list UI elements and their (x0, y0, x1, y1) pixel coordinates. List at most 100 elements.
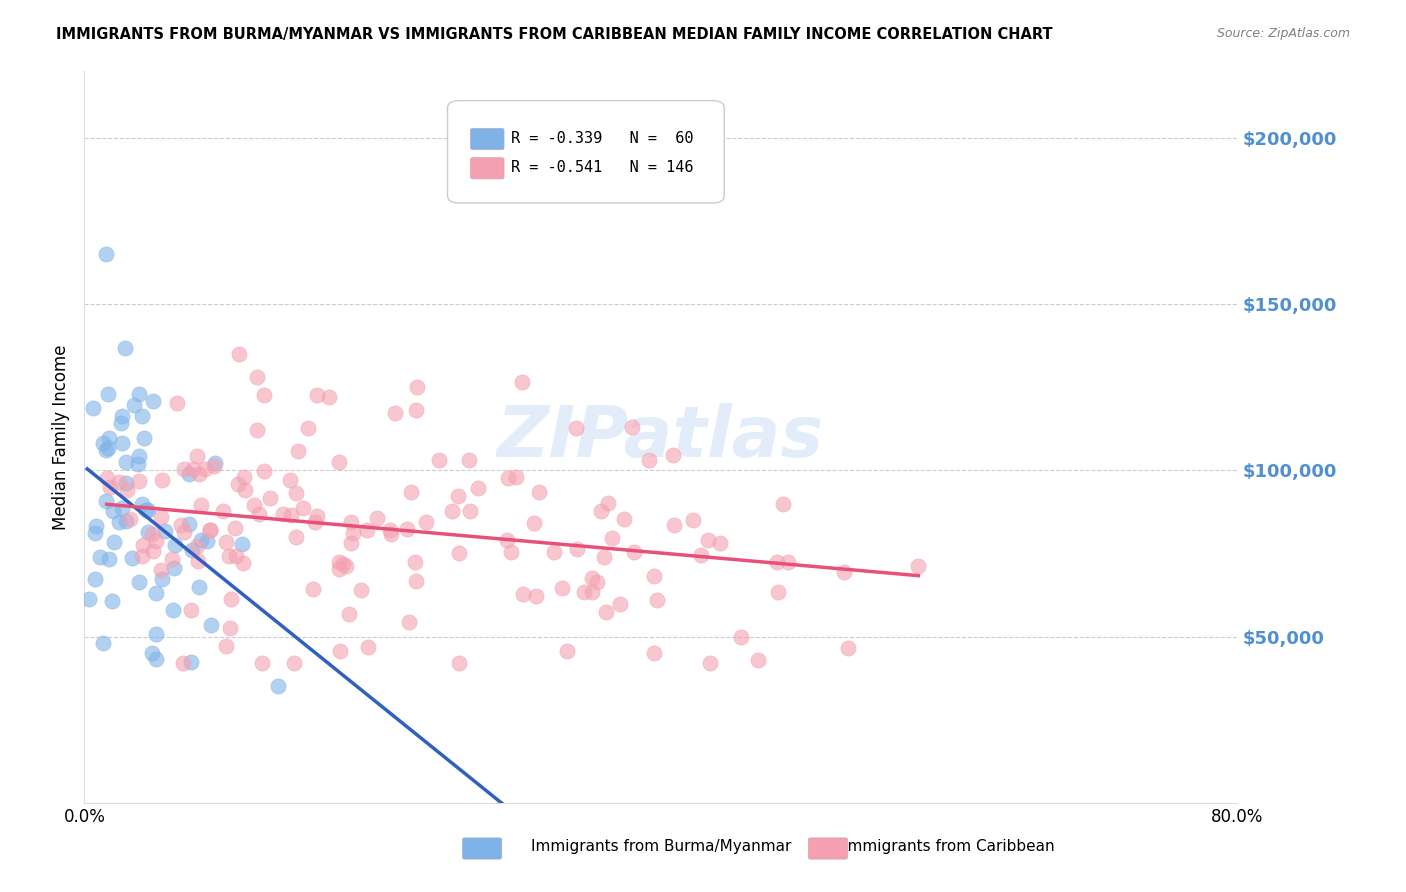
Immigrants from Caribbean (551, 582, 574, 596)
Immigrants from Caribbean (186, 554, 208, 568)
Immigrants from Burma/Myanmar (115, 475, 138, 490)
Immigrants from Caribbean (98, 480, 121, 494)
Immigrants from Caribbean (643, 646, 665, 660)
Immigrants from Caribbean (284, 486, 307, 500)
Immigrants from Caribbean (449, 546, 471, 560)
Immigrants from Caribbean (498, 471, 520, 485)
Immigrants from Caribbean (271, 507, 294, 521)
Immigrants from Caribbean (228, 347, 250, 361)
Immigrants from Caribbean (108, 475, 131, 490)
Text: ZIPatlas: ZIPatlas (498, 402, 824, 472)
Immigrants from Burma/Myanmar (110, 417, 132, 431)
Immigrants from Caribbean (505, 470, 527, 484)
Immigrants from Caribbean (595, 605, 617, 619)
Immigrants from Caribbean (253, 464, 276, 478)
Immigrants from Burma/Myanmar (177, 517, 200, 532)
Immigrants from Caribbean (226, 477, 249, 491)
FancyBboxPatch shape (471, 128, 503, 150)
Immigrants from Caribbean (405, 380, 427, 394)
Immigrants from Caribbean (405, 403, 427, 417)
Immigrants from Caribbean (215, 639, 238, 653)
Immigrants from Caribbean (637, 452, 659, 467)
Immigrants from Caribbean (662, 517, 685, 532)
Immigrants from Caribbean (225, 549, 247, 563)
Immigrants from Caribbean (585, 574, 607, 589)
Immigrants from Caribbean (613, 512, 636, 526)
Immigrants from Burma/Myanmar (180, 656, 202, 670)
Immigrants from Burma/Myanmar (136, 524, 159, 539)
Immigrants from Caribbean (350, 583, 373, 598)
Immigrants from Caribbean (246, 370, 269, 384)
Immigrants from Caribbean (496, 533, 519, 547)
Immigrants from Caribbean (186, 449, 208, 463)
Immigrants from Caribbean (329, 643, 352, 657)
Immigrants from Caribbean (574, 584, 596, 599)
Immigrants from Caribbean (398, 615, 420, 630)
Immigrants from Burma/Myanmar (77, 592, 100, 607)
FancyBboxPatch shape (447, 101, 724, 203)
Text: Immigrants from Caribbean: Immigrants from Caribbean (844, 839, 1054, 855)
Immigrants from Caribbean (697, 533, 720, 547)
Immigrants from Burma/Myanmar (114, 341, 136, 355)
Immigrants from Burma/Myanmar (145, 651, 167, 665)
Immigrants from Caribbean (194, 462, 217, 476)
Immigrants from Caribbean (162, 552, 184, 566)
Immigrants from Burma/Myanmar (111, 436, 134, 450)
Immigrants from Caribbean (145, 533, 167, 548)
Immigrants from Caribbean (399, 485, 422, 500)
Immigrants from Caribbean (512, 375, 534, 389)
Immigrants from Caribbean (211, 504, 233, 518)
Immigrants from Caribbean (340, 515, 363, 529)
Immigrants from Burma/Myanmar (190, 533, 212, 548)
Immigrants from Burma/Myanmar (91, 636, 114, 650)
Immigrants from Burma/Myanmar (231, 537, 253, 551)
Y-axis label: Median Family Income: Median Family Income (52, 344, 70, 530)
Immigrants from Burma/Myanmar (115, 514, 138, 528)
Immigrants from Caribbean (224, 521, 246, 535)
Immigrants from Burma/Myanmar (82, 401, 104, 415)
Immigrants from Caribbean (378, 523, 401, 537)
Immigrants from Caribbean (446, 489, 468, 503)
Immigrants from Burma/Myanmar (128, 387, 150, 401)
Immigrants from Caribbean (337, 607, 360, 621)
Text: Immigrants from Burma/Myanmar: Immigrants from Burma/Myanmar (530, 839, 792, 855)
Immigrants from Caribbean (318, 390, 340, 404)
Immigrants from Caribbean (593, 550, 616, 565)
Immigrants from Caribbean (150, 509, 173, 524)
Immigrants from Caribbean (512, 587, 534, 601)
Immigrants from Caribbean (128, 474, 150, 488)
Immigrants from Caribbean (395, 522, 418, 536)
Immigrants from Caribbean (233, 483, 256, 497)
Immigrants from Caribbean (297, 421, 319, 435)
Immigrants from Caribbean (287, 443, 309, 458)
Immigrants from Caribbean (342, 525, 364, 540)
Immigrants from Caribbean (565, 542, 588, 557)
Immigrants from Caribbean (384, 406, 406, 420)
Immigrants from Caribbean (215, 535, 238, 549)
Immigrants from Caribbean (218, 549, 240, 564)
Immigrants from Caribbean (768, 584, 790, 599)
Immigrants from Caribbean (415, 515, 437, 529)
Immigrants from Burma/Myanmar (187, 580, 209, 594)
Immigrants from Caribbean (526, 589, 548, 603)
Immigrants from Caribbean (699, 656, 721, 670)
Immigrants from Caribbean (141, 526, 163, 541)
Immigrants from Caribbean (152, 473, 174, 487)
Immigrants from Caribbean (357, 640, 380, 654)
Immigrants from Burma/Myanmar (115, 455, 138, 469)
Immigrants from Caribbean (166, 396, 188, 410)
Immigrants from Caribbean (621, 420, 644, 434)
FancyBboxPatch shape (471, 158, 503, 179)
Immigrants from Caribbean (682, 513, 704, 527)
Immigrants from Caribbean (302, 582, 325, 596)
Immigrants from Caribbean (907, 558, 929, 573)
Immigrants from Caribbean (328, 562, 350, 576)
Immigrants from Caribbean (285, 530, 308, 544)
Immigrants from Burma/Myanmar (145, 626, 167, 640)
Immigrants from Caribbean (170, 518, 193, 533)
Immigrants from Caribbean (183, 461, 205, 475)
Immigrants from Burma/Myanmar (135, 503, 157, 517)
Immigrants from Caribbean (564, 421, 586, 435)
Immigrants from Caribbean (596, 496, 619, 510)
Immigrants from Burma/Myanmar (122, 398, 145, 412)
